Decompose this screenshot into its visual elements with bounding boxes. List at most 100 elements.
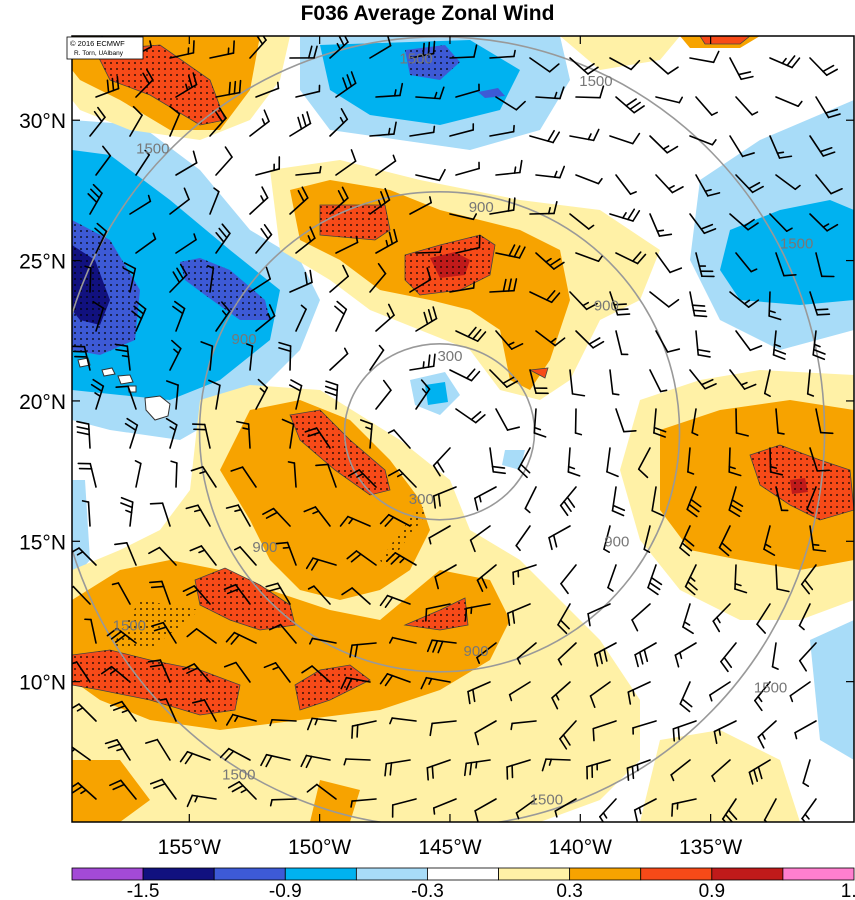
wind-barb-flag (148, 546, 161, 555)
wind-barb-staff (634, 642, 657, 656)
wind-barb-staff (209, 117, 227, 137)
wind-barb-staff (575, 330, 594, 349)
wind-barb-flag (562, 734, 571, 746)
wind-barb-flag (304, 427, 318, 433)
wind-barb-flag (476, 656, 481, 664)
wind-barb-flag (147, 659, 162, 663)
wind-barb-flag (771, 665, 779, 670)
wind-barb-staff (393, 429, 411, 449)
wind-barb-staff (329, 275, 349, 293)
wind-barb-flag (379, 673, 389, 685)
wind-barb-flag (185, 83, 189, 91)
wind-barb-staff (729, 135, 744, 158)
wind-barb-flag (142, 72, 150, 85)
stipple-overlay (72, 45, 854, 715)
wind-barb-staff (689, 213, 706, 235)
wind-barb-flag (761, 732, 766, 740)
colorbar-swatch (711, 867, 784, 881)
wind-barb-flag (324, 390, 338, 397)
wind-barb-staff (449, 369, 473, 382)
wind-barb-flag (179, 750, 189, 763)
wind-barb-staff (289, 345, 292, 371)
wind-barb-flag (812, 348, 826, 355)
wind-barb-staff (679, 525, 691, 549)
wind-barb-flag (378, 344, 385, 351)
wind-barb-flag (606, 471, 619, 478)
wind-barb-staff (432, 486, 457, 497)
wind-barb-staff (394, 552, 417, 566)
colorbar-swatch (355, 867, 428, 881)
wind-barb-flag (377, 199, 382, 207)
wind-barb-flag (111, 77, 115, 92)
wind-barb-flag (200, 341, 214, 347)
wind-barb-staff (649, 135, 668, 154)
colorbar-swatch (569, 867, 642, 881)
wind-barb-flag (474, 732, 480, 746)
wind-barb-flag (587, 224, 595, 230)
wind-barb-staff (89, 116, 106, 137)
wind-barb-staff (529, 57, 551, 73)
wind-barb-flag (145, 738, 159, 744)
wind-barb-flag (723, 656, 733, 669)
wind-barb-staff (265, 753, 291, 761)
wind-barb-staff (474, 798, 497, 812)
wind-barb-flag (240, 788, 248, 794)
wind-barb-flag (307, 45, 313, 59)
wind-barb-staff (815, 408, 822, 434)
wind-barb-flag (728, 509, 741, 518)
wind-barb-flag (392, 154, 397, 162)
wind-barb-flag (636, 253, 647, 265)
wind-barb-staff (670, 759, 691, 776)
wind-barb-flag (192, 72, 198, 86)
wind-barb-flag (342, 264, 349, 278)
wind-barb-flag (798, 624, 805, 631)
wind-barb-flag (690, 498, 702, 508)
wind-barb-staff (202, 466, 217, 488)
wind-barb-flag (179, 263, 188, 276)
wind-barb-staff (455, 246, 481, 254)
wind-barb-staff (524, 486, 537, 510)
wind-barb-staff (232, 713, 257, 722)
wind-barb-flag (246, 343, 254, 347)
wind-barb-flag (638, 651, 644, 665)
wind-barb-staff (535, 330, 556, 347)
wind-barb-staff (495, 330, 513, 350)
wind-barb-staff (121, 700, 137, 722)
wind-barb-staff (158, 546, 177, 566)
wind-barb-flag (242, 427, 250, 431)
wind-barb-flag (623, 430, 637, 433)
wind-barb-flag (198, 549, 206, 554)
wind-barb-staff (671, 798, 697, 805)
wind-barb-flag (465, 368, 476, 380)
wind-barb-flag (133, 305, 145, 315)
wind-barb-flag (432, 125, 436, 134)
wind-barb-flag (114, 343, 129, 347)
wind-barb-staff (798, 642, 817, 662)
wind-barb-staff (729, 57, 742, 81)
wind-barb-flag (72, 661, 78, 665)
ring-label: 1500 (222, 766, 255, 783)
wind-barb-flag (515, 100, 526, 111)
wind-barb-flag (76, 420, 90, 425)
wind-barb-flag (265, 511, 278, 519)
wind-barb-staff (709, 681, 731, 696)
wind-barb-flag (263, 662, 277, 669)
wind-barb-staff (335, 82, 357, 98)
wind-barb-flag (145, 68, 154, 81)
wind-barb-staff (271, 718, 297, 722)
wind-barb-flag (819, 146, 833, 153)
wind-barb-flag (429, 196, 432, 204)
wind-barb-flag (559, 86, 565, 100)
wind-barb-staff (215, 91, 241, 98)
wind-barb-staff (375, 314, 395, 332)
wind-barb-staff (465, 759, 491, 765)
wind-barb-staff (615, 408, 625, 433)
wind-barb-staff (476, 564, 497, 582)
wind-barb-staff (89, 192, 103, 215)
wind-barb-staff (748, 759, 771, 774)
range-ring (72, 36, 826, 822)
wind-barb-flag (144, 149, 150, 156)
wind-barb-staff (271, 798, 297, 801)
colorbar-label: -1.5 (127, 881, 160, 900)
wind-barb-flag (507, 612, 511, 626)
